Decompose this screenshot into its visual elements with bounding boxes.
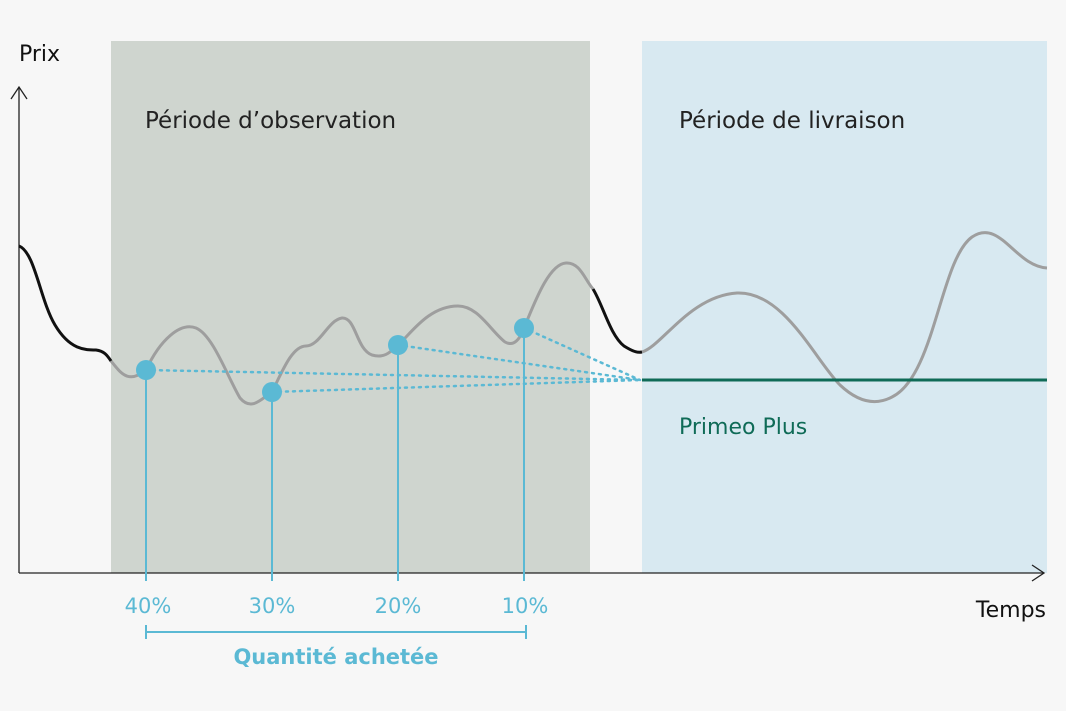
convergence-line-10 (522, 326, 642, 382)
purchase-label-30: 30% (249, 594, 296, 618)
purchase-dot-40 (136, 360, 156, 380)
delivery-period-label: Période de livraison (679, 108, 905, 134)
convergence-line-30 (270, 378, 642, 394)
convergence-line-40 (144, 368, 642, 382)
y-axis-arrow (10, 85, 28, 100)
quantity-bracket-label: Quantité achetée (233, 645, 438, 669)
price-curve-delivery (641, 231, 1048, 404)
y-axis-label: Prix (19, 42, 60, 67)
purchase-dot-30 (262, 382, 282, 402)
convergence-line-20 (396, 343, 642, 382)
primeo-plus-label: Primeo Plus (679, 415, 807, 440)
axes (10, 85, 1046, 582)
purchase-label-20: 20% (375, 594, 422, 618)
observation-period-label: Période d’observation (145, 108, 396, 134)
purchase-dot-20 (388, 335, 408, 355)
delivery-period-zone (642, 41, 1047, 573)
x-axis-arrow (1031, 564, 1046, 582)
price-curve-between (591, 288, 643, 354)
price-curve-before (18, 244, 113, 362)
x-axis-label: Temps (975, 598, 1046, 623)
purchase-label-10: 10% (502, 594, 549, 618)
purchase-dot-10 (514, 318, 534, 338)
purchase-label-40: 40% (125, 594, 172, 618)
observation-period-zone (111, 41, 590, 573)
